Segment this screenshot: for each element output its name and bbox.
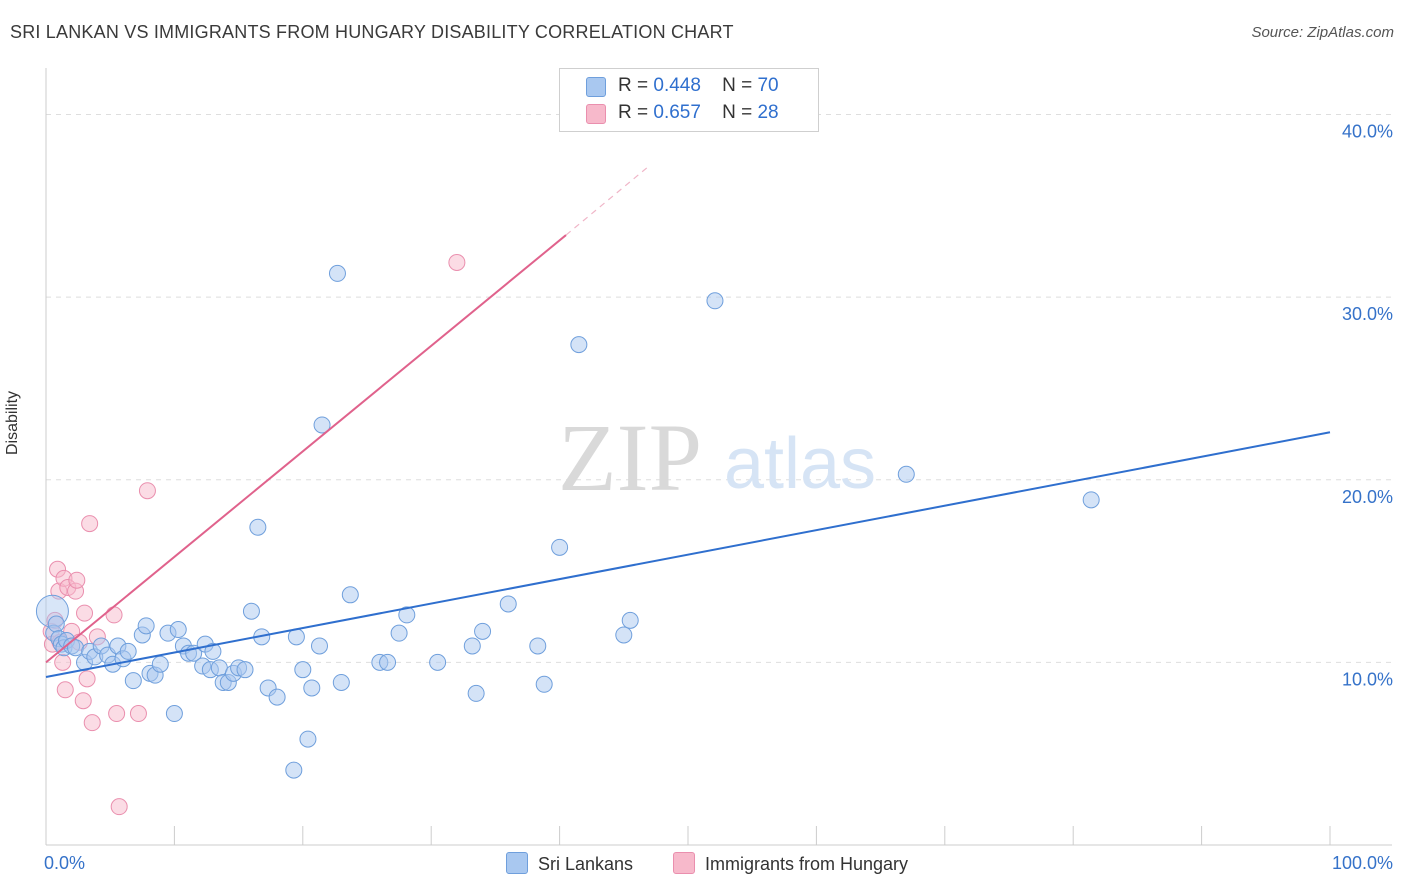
- bottom-legend-srilankans: Sri Lankans: [506, 852, 633, 876]
- srilankans-point: [429, 653, 447, 671]
- srilankans-point: [242, 602, 260, 620]
- bottom-legend-label-srilankans: Sri Lankans: [538, 854, 634, 874]
- srilankans-point: [47, 615, 65, 633]
- legend-n-label: N =: [722, 102, 753, 123]
- correlation-legend: R = 0.448 N = 70 R = 0.657 N = 28: [559, 68, 819, 132]
- tick-labels: 0.0% 100.0% 10.0% 20.0% 30.0% 40.0%: [44, 122, 1393, 873]
- watermark-zip: ZIP: [558, 404, 702, 511]
- srilankans-point: [529, 637, 547, 655]
- srilankans-point: [249, 518, 267, 536]
- srilankans-point: [551, 538, 569, 556]
- legend-n-value: 70: [757, 75, 779, 96]
- hungary-point: [448, 253, 466, 271]
- srilankans-point: [165, 705, 183, 723]
- hungary-point: [74, 692, 92, 710]
- srilankans-point: [499, 595, 517, 613]
- bottom-legend-hungary: Immigrants from Hungary: [673, 852, 908, 876]
- hungary-point: [138, 482, 156, 500]
- legend-r-label: R =: [618, 102, 649, 123]
- hungary-point: [129, 705, 147, 723]
- srilankans-point: [390, 624, 408, 642]
- chart-title: SRI LANKAN VS IMMIGRANTS FROM HUNGARY DI…: [10, 22, 734, 42]
- srilankans-point: [310, 637, 328, 655]
- legend-r-label: R =: [618, 75, 649, 96]
- srilankans-point: [151, 655, 169, 673]
- srilankans-point: [303, 679, 321, 697]
- srilankans-point: [341, 586, 359, 604]
- srilankans-point: [463, 637, 481, 655]
- hungary-point: [68, 571, 86, 589]
- hungary-point: [76, 604, 94, 622]
- srilankans-point: [621, 611, 639, 629]
- trend-line-srilankans: [45, 431, 1331, 678]
- hungary-point: [83, 714, 101, 732]
- legend-n-value: 28: [757, 102, 779, 123]
- series-srilankans-points: [35, 264, 1100, 779]
- hungary-point: [54, 653, 72, 671]
- hungary-point: [78, 670, 96, 688]
- source-label: Source: ZipAtlas.com: [1251, 24, 1394, 41]
- legend-r-value: 0.657: [653, 102, 701, 123]
- trend-lines: [45, 165, 1331, 678]
- srilankans-point: [615, 626, 633, 644]
- gridlines: [46, 114, 1392, 663]
- y-tick-label: 20.0%: [1342, 487, 1393, 507]
- legend-r-value: 0.448: [653, 75, 701, 96]
- srilankans-point: [328, 264, 346, 282]
- srilankans-point: [294, 661, 312, 679]
- srilankans-point: [169, 621, 187, 639]
- srilankans-point: [210, 659, 228, 677]
- srilankans-point: [897, 465, 915, 483]
- srilankans-point: [474, 622, 492, 640]
- srilankans-point: [535, 675, 553, 693]
- srilankans-point: [268, 688, 286, 706]
- srilankans-point: [124, 672, 142, 690]
- legend-swatch-pink: [586, 104, 606, 124]
- srilankans-point: [119, 642, 137, 660]
- hungary-point: [56, 681, 74, 699]
- srilankans-point: [379, 653, 397, 671]
- srilankans-point: [236, 661, 254, 679]
- legend-swatch-blue: [586, 77, 606, 97]
- x-tick-label: 100.0%: [1332, 853, 1393, 873]
- bottom-legend-swatch-pink: [673, 852, 695, 874]
- srilankans-point: [137, 617, 155, 635]
- axes: [45, 68, 1392, 846]
- trend-line-hungary: [45, 234, 567, 664]
- srilankans-point: [706, 292, 724, 310]
- legend-n-label: N =: [722, 75, 753, 96]
- srilankans-point: [299, 730, 317, 748]
- srilankans-point: [467, 684, 485, 702]
- x-tick-label: 0.0%: [44, 853, 85, 873]
- bottom-legend-swatch-blue: [506, 852, 528, 874]
- trend-line-hungary-extension: [565, 165, 650, 236]
- bottom-legend-label-hungary: Immigrants from Hungary: [705, 854, 909, 874]
- y-tick-label: 30.0%: [1342, 304, 1393, 324]
- watermark-atlas: atlas: [724, 424, 876, 504]
- watermark: ZIP atlas: [558, 404, 876, 511]
- hungary-point: [81, 515, 99, 533]
- srilankans-point: [332, 673, 350, 691]
- srilankans-point: [285, 761, 303, 779]
- srilankans-point: [1082, 491, 1100, 509]
- hungary-point: [105, 606, 123, 624]
- srilankans-point: [398, 606, 416, 624]
- srilankans-point: [204, 642, 222, 660]
- srilankans-point: [313, 416, 331, 434]
- srilankans-point: [570, 336, 588, 354]
- y-tick-label: 10.0%: [1342, 669, 1393, 689]
- y-tick-label: 40.0%: [1342, 122, 1393, 142]
- hungary-point: [110, 798, 128, 816]
- hungary-point: [108, 705, 126, 723]
